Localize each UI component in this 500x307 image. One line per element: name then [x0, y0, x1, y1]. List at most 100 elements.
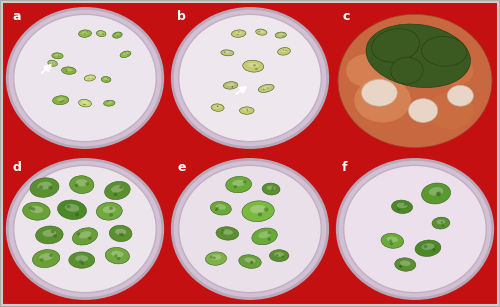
Circle shape [102, 34, 104, 35]
Ellipse shape [76, 179, 88, 186]
Ellipse shape [262, 183, 280, 195]
Circle shape [216, 106, 218, 107]
Circle shape [84, 33, 86, 34]
Circle shape [58, 55, 59, 56]
Circle shape [436, 192, 440, 196]
Circle shape [86, 31, 88, 33]
Circle shape [237, 34, 238, 35]
Circle shape [436, 192, 441, 196]
Ellipse shape [214, 105, 221, 108]
Circle shape [221, 231, 224, 234]
Circle shape [51, 230, 55, 233]
Ellipse shape [38, 182, 52, 190]
Circle shape [389, 239, 392, 242]
Ellipse shape [243, 108, 250, 111]
Ellipse shape [395, 258, 416, 271]
Ellipse shape [178, 165, 322, 293]
Circle shape [222, 229, 224, 232]
Ellipse shape [266, 185, 276, 190]
Circle shape [66, 204, 70, 208]
Circle shape [268, 231, 271, 235]
Circle shape [253, 64, 256, 66]
Ellipse shape [112, 251, 124, 257]
Ellipse shape [400, 261, 410, 266]
Text: e: e [177, 161, 186, 174]
Circle shape [109, 213, 113, 217]
Circle shape [79, 260, 82, 263]
Circle shape [250, 261, 254, 263]
Text: f: f [342, 161, 347, 174]
Circle shape [213, 257, 216, 259]
Ellipse shape [106, 247, 130, 264]
Ellipse shape [54, 54, 60, 56]
Ellipse shape [274, 252, 284, 257]
Ellipse shape [42, 230, 56, 237]
Circle shape [282, 49, 284, 51]
Ellipse shape [104, 78, 108, 80]
Ellipse shape [232, 30, 246, 37]
Ellipse shape [115, 228, 126, 235]
Circle shape [53, 234, 57, 238]
Ellipse shape [436, 220, 446, 224]
Circle shape [88, 78, 90, 79]
Circle shape [397, 208, 400, 211]
Ellipse shape [52, 96, 69, 105]
Ellipse shape [22, 202, 50, 220]
Ellipse shape [256, 29, 267, 35]
Circle shape [121, 233, 124, 236]
Ellipse shape [172, 159, 328, 299]
Ellipse shape [429, 187, 444, 196]
Ellipse shape [242, 60, 264, 72]
Circle shape [285, 50, 287, 51]
Ellipse shape [96, 202, 122, 220]
Ellipse shape [362, 80, 397, 106]
Ellipse shape [206, 252, 227, 265]
Ellipse shape [448, 85, 473, 106]
Ellipse shape [14, 14, 156, 142]
Ellipse shape [7, 8, 163, 148]
Ellipse shape [84, 75, 96, 81]
Ellipse shape [69, 252, 94, 268]
Ellipse shape [242, 201, 274, 222]
Circle shape [109, 206, 113, 210]
Circle shape [234, 185, 237, 188]
Ellipse shape [62, 67, 76, 74]
Ellipse shape [216, 204, 226, 210]
Ellipse shape [78, 30, 92, 37]
Circle shape [107, 101, 108, 102]
Ellipse shape [422, 183, 450, 204]
Ellipse shape [248, 63, 258, 67]
Ellipse shape [216, 227, 238, 240]
Ellipse shape [366, 24, 470, 87]
Ellipse shape [428, 92, 474, 129]
Ellipse shape [82, 31, 88, 34]
Ellipse shape [270, 250, 289, 262]
Ellipse shape [278, 33, 283, 36]
Ellipse shape [65, 204, 80, 212]
Ellipse shape [250, 205, 266, 213]
Circle shape [124, 52, 126, 54]
Circle shape [81, 262, 84, 265]
Ellipse shape [432, 217, 450, 229]
Ellipse shape [258, 231, 271, 238]
Circle shape [258, 31, 260, 32]
Circle shape [399, 265, 402, 268]
Circle shape [216, 207, 219, 210]
Ellipse shape [415, 240, 441, 256]
Circle shape [85, 182, 89, 185]
Circle shape [114, 254, 117, 258]
Circle shape [117, 257, 120, 260]
Ellipse shape [30, 206, 43, 213]
Ellipse shape [82, 101, 88, 104]
Circle shape [224, 52, 226, 53]
Ellipse shape [224, 82, 238, 89]
Ellipse shape [106, 101, 112, 104]
Circle shape [40, 258, 43, 262]
Ellipse shape [178, 14, 322, 142]
Ellipse shape [112, 32, 122, 38]
Ellipse shape [58, 200, 86, 220]
Circle shape [268, 238, 271, 241]
Circle shape [116, 35, 118, 37]
Ellipse shape [244, 258, 256, 263]
Ellipse shape [386, 236, 398, 243]
